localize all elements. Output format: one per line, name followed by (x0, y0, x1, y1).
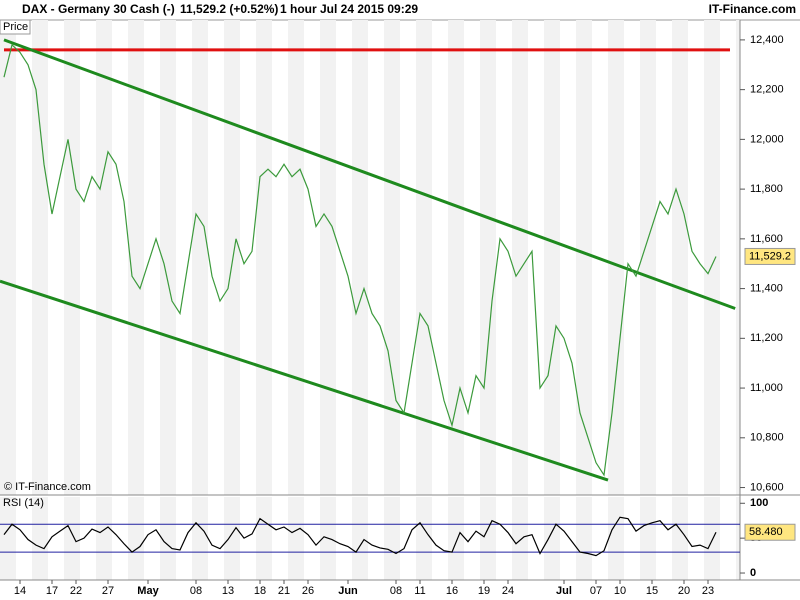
y-tick-label: 10,600 (750, 481, 784, 493)
trendline (3, 38, 736, 310)
x-tick-label: 27 (102, 585, 114, 597)
x-tick-label: 16 (446, 585, 458, 597)
y-tick-label: 11,400 (750, 282, 783, 294)
last-value-box (744, 523, 796, 541)
x-tick-label: 10 (614, 585, 626, 597)
quote: 11,529.2 (+0.52%) (180, 2, 278, 16)
x-tick-label: 08 (190, 585, 202, 597)
title: DAX - Germany 30 Cash (-) (22, 2, 175, 16)
price-panel (0, 20, 740, 495)
rsi-panel (0, 497, 740, 580)
trendline (0, 279, 609, 482)
x-tick-label: 23 (702, 585, 714, 597)
x-tick-label: 20 (678, 585, 690, 597)
x-tick-label: 18 (254, 585, 266, 597)
x-tick-label: 17 (46, 585, 58, 597)
last-value-box (744, 247, 796, 265)
brand: IT-Finance.com (709, 2, 796, 16)
panel-label: Price (3, 21, 28, 33)
y-tick-label: 12,000 (750, 133, 784, 145)
x-tick-label: 19 (478, 585, 490, 597)
price-line (3, 516, 717, 557)
x-tick-label: 14 (14, 585, 26, 597)
x-tick-label: 24 (502, 585, 514, 597)
header-bar (0, 0, 800, 20)
panel-label: RSI (14) (3, 497, 44, 509)
y-tick-label: 100 (750, 497, 768, 509)
y-tick-label: 12,400 (750, 34, 784, 46)
x-tick-label: May (137, 585, 159, 597)
panel-label-box (0, 19, 31, 35)
watermark: © IT-Finance.com (4, 481, 91, 493)
y-tick-label: 10,800 (750, 432, 784, 444)
x-tick-label: 15 (646, 585, 658, 597)
x-tick-label: 26 (302, 585, 314, 597)
x-tick-label: Jul (556, 585, 572, 597)
x-tick-label: 07 (590, 585, 602, 597)
y-tick-label: 11,000 (750, 382, 783, 394)
y-tick-label: 11,600 (750, 233, 783, 245)
last-value-label: 11,529.2 (749, 250, 791, 262)
interval: 1 hour (280, 2, 317, 16)
x-tick-label: 22 (70, 585, 82, 597)
y-tick-label: 12,200 (750, 84, 784, 96)
y-tick-label: 11,200 (750, 332, 783, 344)
x-tick-label: 08 (390, 585, 402, 597)
x-tick-label: 21 (278, 585, 290, 597)
y-tick-label: 11,800 (750, 183, 783, 195)
timestamp: Jul 24 2015 09:29 (320, 2, 418, 16)
x-tick-label: 11 (414, 585, 425, 597)
last-value-label: 58.480 (749, 526, 783, 538)
x-tick-label: 13 (222, 585, 234, 597)
y-tick-label: 0 (750, 567, 756, 579)
x-tick-label: Jun (338, 585, 358, 597)
price-line (3, 43, 717, 477)
